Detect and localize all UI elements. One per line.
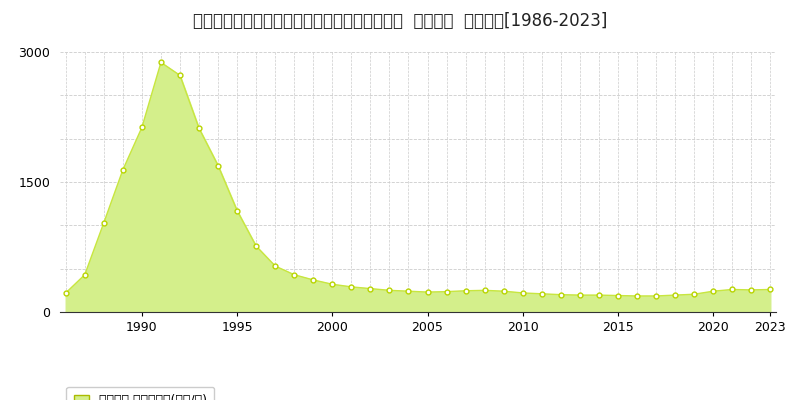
Legend: 公示地価 平均坪単価(万円/坪): 公示地価 平均坪単価(万円/坪) xyxy=(66,387,214,400)
Text: 北海道札幌市中央区南６条西４丁目５番３２外  公示地価  地価推移[1986-2023]: 北海道札幌市中央区南６条西４丁目５番３２外 公示地価 地価推移[1986-202… xyxy=(193,12,607,30)
